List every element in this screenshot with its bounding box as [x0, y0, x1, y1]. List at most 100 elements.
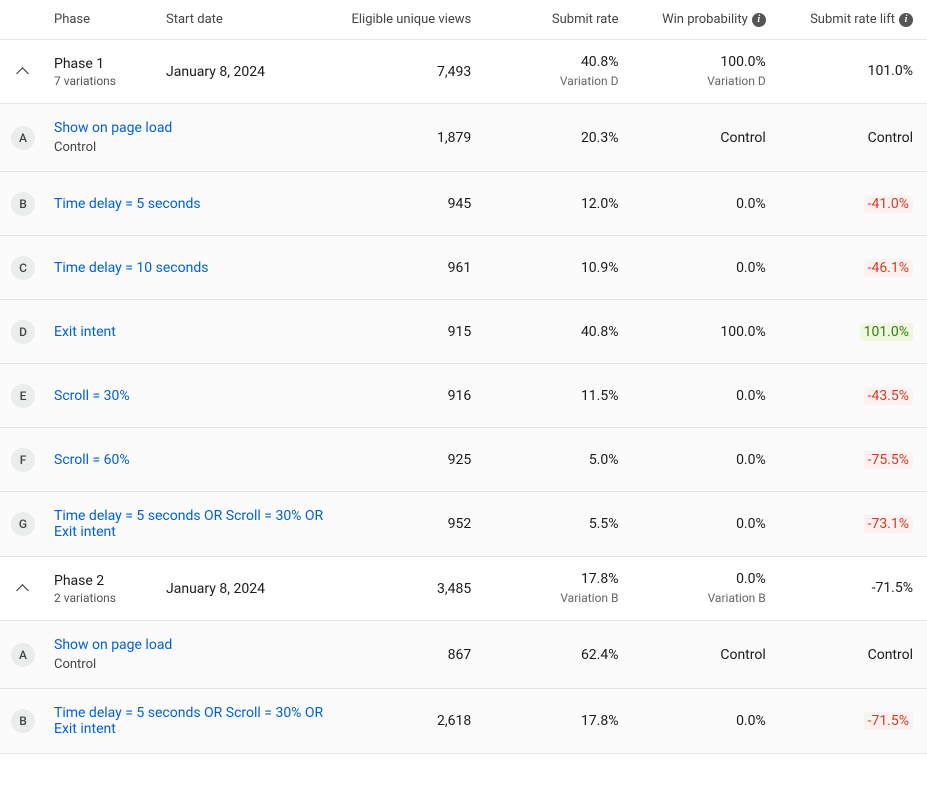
- phase-submit-rate-sub: Variation D: [560, 73, 619, 90]
- header-win-prob: Win probabilityi: [633, 12, 780, 27]
- variation-row: E Scroll = 30% 916 11.5% 0.0% -43.5%: [0, 364, 927, 428]
- variation-eligible: 1,879: [338, 130, 485, 146]
- phase-start-date: January 8, 2024: [158, 581, 338, 597]
- variation-row: D Exit intent 915 40.8% 100.0% 101.0%: [0, 300, 927, 364]
- phase-submit-rate-value: 40.8%: [581, 53, 619, 73]
- variation-badge: B: [11, 192, 35, 216]
- variation-lift-value: Control: [868, 130, 913, 146]
- phase-name: Phase 1: [54, 56, 150, 72]
- variation-name-link[interactable]: Time delay = 10 seconds: [54, 260, 330, 276]
- phase-variation-count: 7 variations: [54, 74, 150, 88]
- variation-badge: F: [11, 448, 35, 472]
- variation-eligible: 961: [338, 260, 485, 276]
- variation-name-cell: Exit intent: [46, 324, 338, 340]
- variation-win-prob: 0.0%: [633, 452, 780, 468]
- variation-eligible: 916: [338, 388, 485, 404]
- phase-submit-rate-value: 17.8%: [581, 570, 619, 590]
- phase-variation-count: 2 variations: [54, 591, 150, 605]
- info-icon[interactable]: i: [752, 13, 766, 27]
- variation-submit-rate: 11.5%: [485, 388, 632, 404]
- phase-lift: -71.5%: [780, 579, 927, 599]
- variation-row: A Show on page load Control 867 62.4% Co…: [0, 621, 927, 689]
- header-phase: Phase: [46, 12, 158, 27]
- variation-lift: -73.1%: [780, 516, 927, 532]
- header-submit-rate-lift-label: Submit rate lift: [810, 12, 895, 27]
- variation-badge-cell: B: [0, 192, 46, 216]
- variation-submit-rate: 17.8%: [485, 713, 632, 729]
- variation-lift: -71.5%: [780, 713, 927, 729]
- variation-badge: E: [11, 384, 35, 408]
- variation-submit-rate: 40.8%: [485, 324, 632, 340]
- header-submit-rate: Submit rate: [485, 12, 632, 27]
- phase-submit-rate: 40.8% Variation D: [485, 53, 632, 89]
- variation-name-cell: Time delay = 10 seconds: [46, 260, 338, 276]
- variation-badge: B: [11, 709, 35, 733]
- variation-submit-rate: 62.4%: [485, 647, 632, 663]
- phase-submit-rate: 17.8% Variation B: [485, 570, 632, 606]
- variation-badge-cell: A: [0, 643, 46, 667]
- variation-row: G Time delay = 5 seconds OR Scroll = 30%…: [0, 492, 927, 557]
- variation-win-prob: 0.0%: [633, 713, 780, 729]
- variation-badge-cell: F: [0, 448, 46, 472]
- variation-badge-cell: E: [0, 384, 46, 408]
- variation-badge: A: [11, 126, 35, 150]
- variation-name-cell: Time delay = 5 seconds OR Scroll = 30% O…: [46, 705, 338, 737]
- variation-name-cell: Scroll = 60%: [46, 452, 338, 468]
- variation-name-cell: Show on page load Control: [46, 120, 338, 155]
- variation-lift-value: -73.1%: [864, 515, 913, 533]
- variation-name-link[interactable]: Exit intent: [54, 324, 330, 340]
- phase-win-prob-sub: Variation B: [708, 590, 766, 607]
- variation-lift: Control: [780, 130, 927, 146]
- variation-name-link[interactable]: Time delay = 5 seconds OR Scroll = 30% O…: [54, 508, 330, 540]
- variation-lift: -41.0%: [780, 196, 927, 212]
- variation-badge: D: [11, 320, 35, 344]
- variation-win-prob: 0.0%: [633, 196, 780, 212]
- variation-submit-rate: 10.9%: [485, 260, 632, 276]
- phase-row: Phase 1 7 variations January 8, 2024 7,4…: [0, 40, 927, 104]
- variation-row: F Scroll = 60% 925 5.0% 0.0% -75.5%: [0, 428, 927, 492]
- variation-badge: C: [11, 256, 35, 280]
- variation-name-cell: Time delay = 5 seconds OR Scroll = 30% O…: [46, 508, 338, 540]
- variation-lift: -75.5%: [780, 452, 927, 468]
- variation-name-link[interactable]: Time delay = 5 seconds OR Scroll = 30% O…: [54, 705, 330, 737]
- variation-lift: -46.1%: [780, 260, 927, 276]
- variation-lift: 101.0%: [780, 324, 927, 340]
- chevron-up-icon: [16, 582, 30, 596]
- variation-eligible: 915: [338, 324, 485, 340]
- info-icon[interactable]: i: [899, 13, 913, 27]
- phase-win-prob-sub: Variation D: [707, 73, 766, 90]
- expand-toggle[interactable]: [0, 582, 46, 596]
- variation-submit-rate: 20.3%: [485, 130, 632, 146]
- phase-lift: 101.0%: [780, 62, 927, 82]
- variation-name-link[interactable]: Time delay = 5 seconds: [54, 196, 330, 212]
- variation-lift-value: -43.5%: [864, 387, 913, 405]
- header-eligible: Eligible unique views: [338, 12, 485, 27]
- phase-lift-value: -71.5%: [872, 580, 913, 596]
- variation-lift: Control: [780, 647, 927, 663]
- variation-name-cell: Scroll = 30%: [46, 388, 338, 404]
- variation-name-link[interactable]: Show on page load: [54, 120, 330, 136]
- variation-eligible: 867: [338, 647, 485, 663]
- variation-name-link[interactable]: Scroll = 30%: [54, 388, 330, 404]
- variation-submit-rate: 5.0%: [485, 452, 632, 468]
- variation-row: B Time delay = 5 seconds OR Scroll = 30%…: [0, 689, 927, 754]
- phase-win-prob-value: 100.0%: [720, 53, 765, 73]
- variation-win-prob: Control: [633, 647, 780, 663]
- variation-name-link[interactable]: Show on page load: [54, 637, 330, 653]
- variation-win-prob: 0.0%: [633, 260, 780, 276]
- variation-name-cell: Show on page load Control: [46, 637, 338, 672]
- variation-badge-cell: C: [0, 256, 46, 280]
- variation-win-prob: 0.0%: [633, 388, 780, 404]
- variation-win-prob: 100.0%: [633, 324, 780, 340]
- variation-sub-label: Control: [54, 140, 330, 155]
- results-table: Phase Start date Eligible unique views S…: [0, 0, 927, 754]
- variation-badge: G: [11, 512, 35, 536]
- variation-row: C Time delay = 10 seconds 961 10.9% 0.0%…: [0, 236, 927, 300]
- variation-badge: A: [11, 643, 35, 667]
- variation-lift-value: -75.5%: [864, 451, 913, 469]
- phase-win-prob-value: 0.0%: [736, 570, 766, 590]
- variation-name-link[interactable]: Scroll = 60%: [54, 452, 330, 468]
- expand-toggle[interactable]: [0, 65, 46, 79]
- phase-name-cell: Phase 2 2 variations: [46, 573, 158, 605]
- variation-badge-cell: D: [0, 320, 46, 344]
